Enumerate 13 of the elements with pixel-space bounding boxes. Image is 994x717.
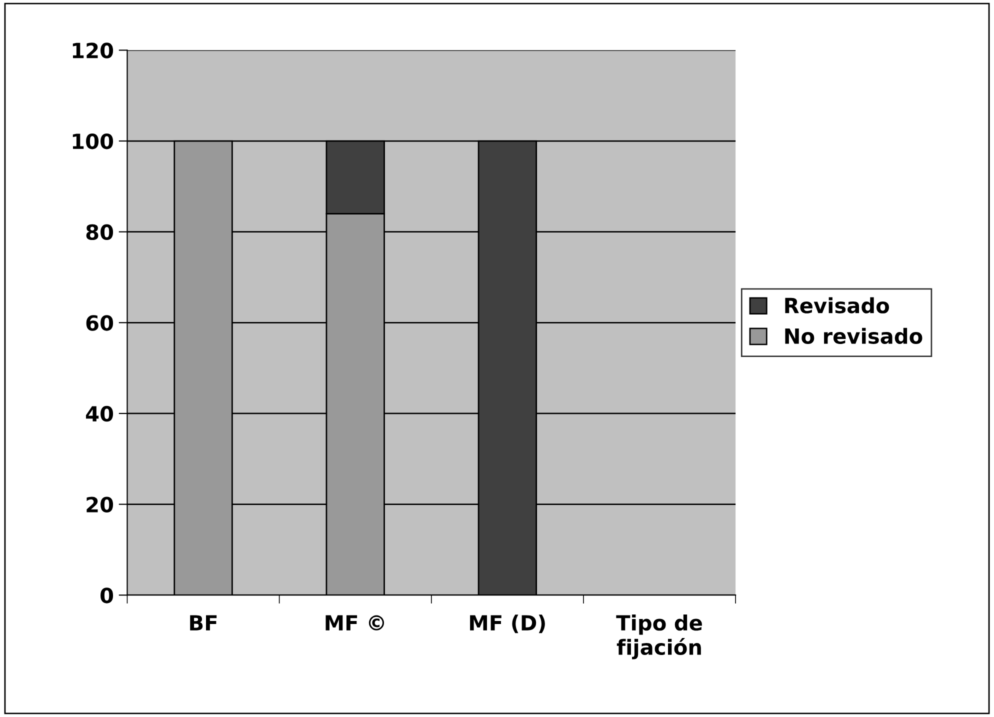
y-tick-label: 100 — [72, 133, 114, 150]
y-tick-label: 120 — [72, 42, 114, 58]
y-tick-label: 20 — [86, 496, 114, 512]
legend-label: Revisado — [785, 297, 889, 314]
x-tick-label: MF (D) — [470, 614, 545, 634]
y-tick-label: 0 — [100, 588, 114, 604]
y-tick-label: 60 — [86, 315, 114, 331]
x-tick-label: MF © — [326, 615, 384, 630]
x-tick-label: Tipo de fijación — [616, 614, 702, 660]
y-tick-label: 80 — [86, 224, 114, 240]
y-tick-label: 40 — [86, 406, 114, 422]
legend-label: No revisado — [785, 328, 922, 344]
x-tick-label: BF — [190, 615, 217, 630]
